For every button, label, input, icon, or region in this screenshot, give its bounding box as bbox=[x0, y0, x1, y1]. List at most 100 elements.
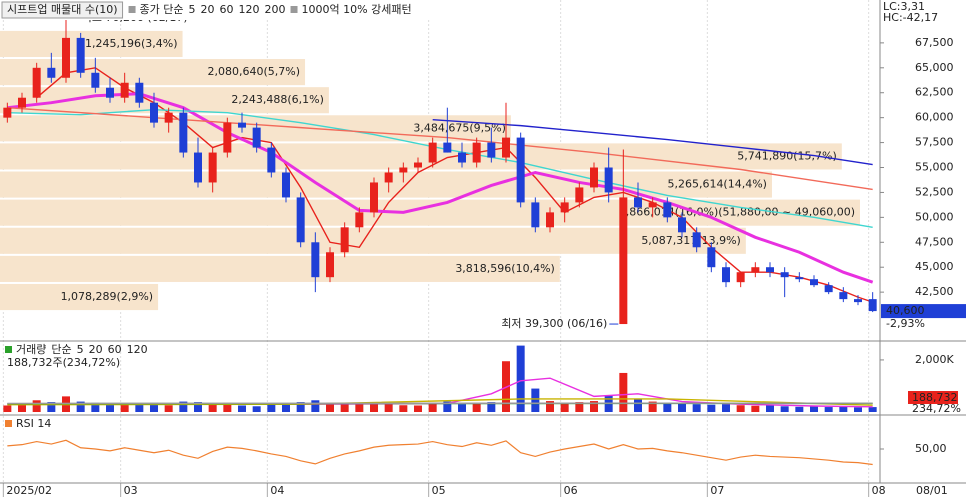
y-tick-label: 45,000 bbox=[915, 260, 954, 273]
title-box bbox=[1, 1, 124, 19]
candle-body bbox=[18, 97, 26, 108]
legend-text: 60 bbox=[220, 3, 234, 16]
legend-square bbox=[5, 420, 12, 427]
volume-profile-bar bbox=[0, 283, 159, 311]
candle-body bbox=[296, 197, 305, 243]
price-tag bbox=[881, 304, 966, 319]
volume-profile-label: 1,078,289(2,9%) bbox=[61, 290, 154, 303]
candle-body bbox=[458, 152, 466, 163]
volume-bar bbox=[208, 404, 217, 412]
y-tick-label: 42,500 bbox=[915, 285, 954, 298]
legend-text: 20 bbox=[201, 3, 215, 16]
candle-body bbox=[590, 167, 598, 188]
volume-profile-label: 3,484,675(9,5%) bbox=[413, 121, 506, 134]
candle-body bbox=[135, 82, 144, 103]
x-tick-label: 06 bbox=[564, 484, 578, 497]
volume-bar bbox=[590, 401, 598, 412]
candle-body bbox=[648, 202, 657, 208]
candle-body bbox=[619, 197, 628, 325]
candle-body bbox=[736, 272, 745, 283]
candle-body bbox=[487, 142, 496, 158]
volume-bar bbox=[47, 402, 56, 412]
volume-bar bbox=[546, 401, 554, 412]
candle-body bbox=[634, 197, 642, 208]
volume-profile-label: 5,866,014(16,0%)(51,880,00 ~ 49,060,00) bbox=[619, 206, 855, 219]
volume-bar bbox=[868, 407, 877, 412]
candle-body bbox=[839, 292, 848, 300]
x-tick-label: 03 bbox=[124, 484, 138, 497]
volume-bar bbox=[238, 405, 246, 412]
volume-bar bbox=[179, 401, 188, 412]
candle-body bbox=[384, 172, 393, 183]
candle-body bbox=[810, 279, 818, 286]
legend-text: 60 bbox=[108, 343, 122, 356]
candle-body bbox=[766, 267, 774, 273]
volume-bar bbox=[370, 402, 378, 412]
volume-bar bbox=[428, 402, 437, 412]
y-tick-label: 65,000 bbox=[915, 61, 954, 74]
candle-body bbox=[692, 232, 701, 248]
volume-bar bbox=[487, 402, 496, 412]
y-tick-label: 50,000 bbox=[915, 210, 954, 223]
volume-tag bbox=[908, 391, 958, 404]
candle-body bbox=[267, 147, 276, 173]
volume-bar bbox=[91, 402, 100, 412]
volume-profile-label: 1,245,196(3,4%) bbox=[85, 37, 178, 50]
candle-body bbox=[208, 152, 217, 183]
volume-profile-label: 2,243,488(6,1%) bbox=[231, 93, 324, 106]
volume-bar bbox=[355, 403, 364, 412]
candle-body bbox=[854, 299, 862, 303]
volume-bar bbox=[414, 405, 422, 412]
volume-bar bbox=[18, 404, 26, 412]
legend-text: RSI 14 bbox=[16, 417, 51, 430]
candle-body bbox=[678, 217, 686, 233]
volume-profile-label: 5,087,317(13,9%) bbox=[641, 234, 741, 247]
candle-body bbox=[707, 247, 716, 268]
candle-body bbox=[502, 137, 510, 158]
candle-body bbox=[164, 112, 173, 123]
y-tick-label: 55,000 bbox=[915, 161, 954, 174]
legend-text: 1000억 10% 강세패턴 bbox=[302, 3, 412, 16]
y-tick-label: 2,000K bbox=[915, 353, 954, 366]
candle-body bbox=[751, 267, 760, 273]
volume-bar bbox=[458, 404, 466, 412]
candle-body bbox=[282, 172, 290, 198]
volume-bar bbox=[76, 401, 85, 412]
legend-text: 200 bbox=[265, 3, 286, 16]
candle-body bbox=[824, 285, 833, 293]
x-tick-label: 08 bbox=[872, 484, 886, 497]
y-tick-label: 52,500 bbox=[915, 185, 954, 198]
x-tick-label: 05 bbox=[432, 484, 446, 497]
candle-body bbox=[47, 67, 56, 78]
volume-ma-line bbox=[7, 398, 873, 406]
volume-bar bbox=[766, 405, 774, 412]
volume-bar bbox=[106, 404, 114, 412]
candle-body bbox=[76, 37, 85, 73]
volume-bar bbox=[722, 404, 730, 412]
volume-bar bbox=[751, 405, 760, 412]
volume-profile-bar bbox=[0, 227, 746, 254]
legend-text: 120 bbox=[127, 343, 148, 356]
candle-body bbox=[399, 167, 408, 173]
volume-bar bbox=[252, 406, 261, 412]
y-tick-label: 47,500 bbox=[915, 235, 954, 248]
volume-bar bbox=[707, 404, 716, 412]
candle-body bbox=[560, 202, 569, 213]
volume-change: 234,72% bbox=[912, 402, 961, 415]
x-tick-label: 2025/02 bbox=[6, 484, 52, 497]
volume-bar bbox=[340, 404, 349, 412]
volume-bar bbox=[780, 406, 789, 412]
legend-text: 20 bbox=[89, 343, 103, 356]
volume-bar bbox=[663, 402, 672, 412]
volume-bar bbox=[384, 404, 393, 412]
volume-bar bbox=[32, 400, 41, 412]
legend-square bbox=[128, 6, 136, 13]
volume-bar bbox=[120, 404, 129, 412]
legend-text: 단순 bbox=[51, 343, 71, 356]
candle-body bbox=[340, 227, 349, 253]
legend-square bbox=[290, 6, 298, 13]
candle-body bbox=[795, 277, 804, 280]
candle-body bbox=[868, 299, 877, 312]
candle-body bbox=[150, 102, 158, 123]
candle-body bbox=[575, 187, 584, 203]
